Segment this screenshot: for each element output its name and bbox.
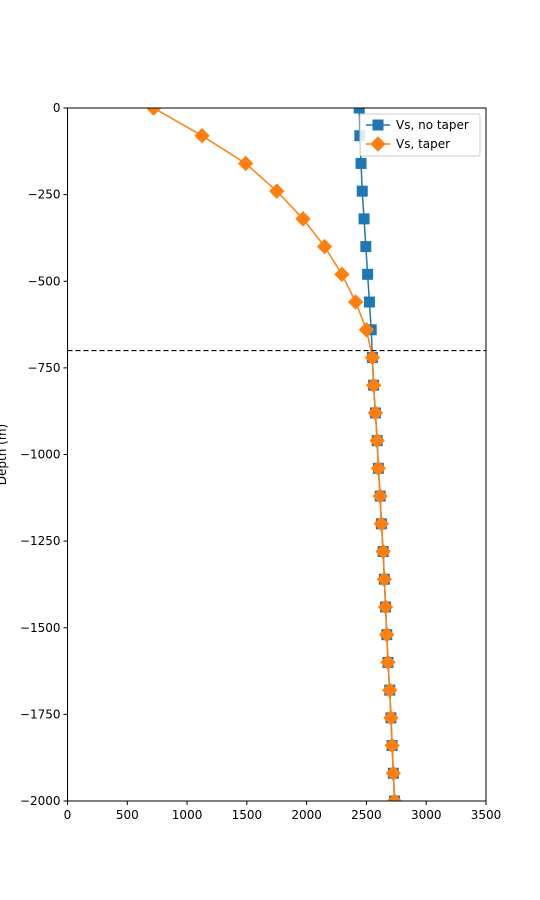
data-point bbox=[384, 737, 400, 754]
data-point bbox=[376, 571, 393, 587]
data-point bbox=[363, 296, 375, 308]
data-point bbox=[370, 136, 386, 152]
x-tick-label: 1000 bbox=[172, 808, 203, 822]
legend: Vs, no taper Vs, taper bbox=[359, 113, 481, 157]
data-point bbox=[385, 765, 402, 781]
data-point bbox=[334, 266, 350, 283]
data-point bbox=[369, 432, 385, 449]
x-tick-label: 2000 bbox=[291, 808, 322, 822]
data-point bbox=[356, 185, 368, 197]
data-point bbox=[360, 241, 372, 253]
x-axis: 0 500 1000 1500 2000 2500 3000 3500 bbox=[64, 801, 502, 822]
data-point bbox=[358, 322, 375, 338]
series-layer bbox=[145, 108, 403, 801]
x-tick-label: 3000 bbox=[411, 808, 442, 822]
y-tick-label: −250 bbox=[28, 188, 61, 202]
y-tick-label: −1000 bbox=[20, 448, 61, 462]
data-point bbox=[365, 377, 382, 393]
data-point bbox=[362, 268, 374, 280]
data-point bbox=[353, 108, 365, 114]
data-point bbox=[237, 155, 254, 172]
data-point bbox=[269, 183, 285, 199]
data-point bbox=[194, 128, 210, 144]
plot-frame bbox=[67, 107, 487, 802]
x-tick-label: 3500 bbox=[471, 808, 502, 822]
x-tick-label: 0 bbox=[64, 808, 72, 822]
data-point bbox=[386, 793, 403, 801]
legend-label: Vs, no taper bbox=[396, 118, 469, 132]
data-point bbox=[355, 157, 367, 169]
legend-label: Vs, taper bbox=[396, 137, 450, 151]
data-point bbox=[145, 108, 162, 116]
y-tick-label: −750 bbox=[28, 361, 61, 375]
data-point bbox=[367, 405, 384, 421]
series-vs-taper bbox=[145, 108, 403, 801]
data-point bbox=[377, 599, 394, 615]
y-axis-title: Depth (m) bbox=[0, 424, 9, 485]
series-line bbox=[153, 108, 396, 801]
data-point bbox=[380, 654, 396, 671]
data-point bbox=[372, 119, 384, 131]
series-vs-no-taper bbox=[353, 108, 401, 801]
data-point bbox=[383, 710, 399, 726]
x-tick-label: 500 bbox=[116, 808, 139, 822]
data-point bbox=[295, 211, 311, 227]
x-tick-label: 1500 bbox=[232, 808, 263, 822]
y-tick-label: −2000 bbox=[20, 794, 61, 808]
x-tick-label: 2500 bbox=[351, 808, 382, 822]
y-tick-label: −1250 bbox=[20, 534, 61, 548]
y-tick-label: −1500 bbox=[20, 621, 61, 635]
data-point bbox=[364, 349, 381, 366]
data-point bbox=[358, 213, 370, 225]
data-point bbox=[372, 488, 388, 504]
data-point bbox=[347, 294, 364, 310]
data-point bbox=[370, 460, 387, 477]
y-tick-label: 0 bbox=[53, 101, 61, 115]
data-point bbox=[382, 682, 398, 698]
data-point bbox=[379, 626, 395, 643]
data-point bbox=[375, 543, 391, 560]
data-point bbox=[373, 516, 390, 532]
y-tick-label: −1750 bbox=[20, 707, 61, 721]
data-point bbox=[316, 238, 333, 255]
y-axis: 0 −250 −500 −750 −1000 −1250 −1500 −1750 −2000 bbox=[20, 101, 68, 808]
y-tick-label: −500 bbox=[28, 274, 61, 288]
